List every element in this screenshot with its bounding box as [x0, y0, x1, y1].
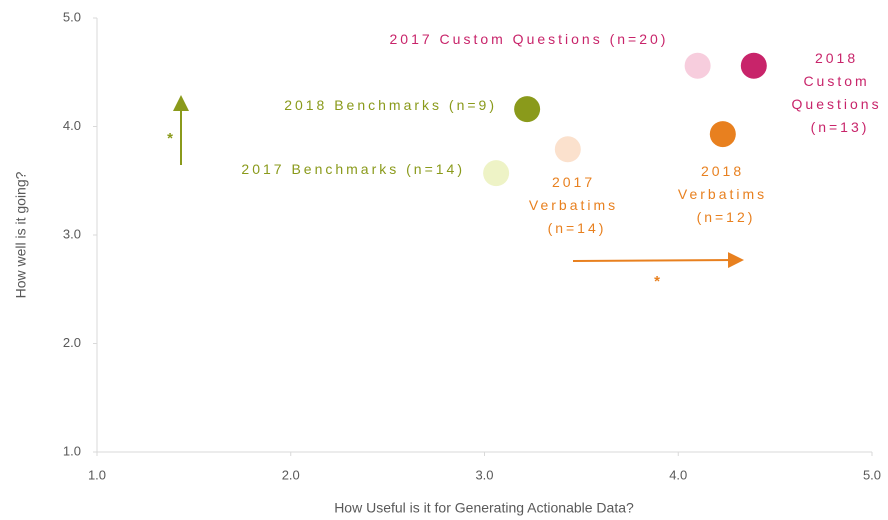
y-axis-label: How well is it going?	[13, 171, 29, 298]
point	[554, 136, 581, 163]
annotation: *	[654, 273, 660, 290]
point	[483, 160, 510, 187]
series-label: 2017 Custom Questions (n=20)	[390, 31, 669, 47]
point	[514, 96, 541, 123]
x-tick-label: 3.0	[475, 467, 493, 482]
arrow	[572, 252, 744, 269]
series-label: 2017 Benchmarks (n=14)	[241, 161, 465, 177]
x-tick-label: 1.0	[88, 467, 106, 482]
y-tick-label: 2.0	[63, 335, 81, 350]
series-label: 2017 Verbatims (n=14)	[529, 174, 625, 236]
y-tick-label: 3.0	[63, 226, 81, 241]
point	[740, 52, 767, 79]
series-label: 2018 Benchmarks (n=9)	[284, 97, 497, 113]
y-tick-label: 5.0	[63, 9, 81, 24]
series-label: 2018 Custom Questions (n=13)	[792, 50, 888, 135]
x-tick-label: 4.0	[669, 467, 687, 482]
x-tick-label: 5.0	[863, 467, 881, 482]
series-label: 2018 Verbatims (n=12)	[678, 163, 774, 225]
point	[684, 52, 711, 79]
annotation: *	[167, 130, 173, 147]
point	[709, 121, 736, 148]
x-tick-label: 2.0	[282, 467, 300, 482]
y-tick-label: 4.0	[63, 118, 81, 133]
x-axis-label: How Useful is it for Generating Actionab…	[334, 500, 634, 516]
y-tick-label: 1.0	[63, 443, 81, 458]
